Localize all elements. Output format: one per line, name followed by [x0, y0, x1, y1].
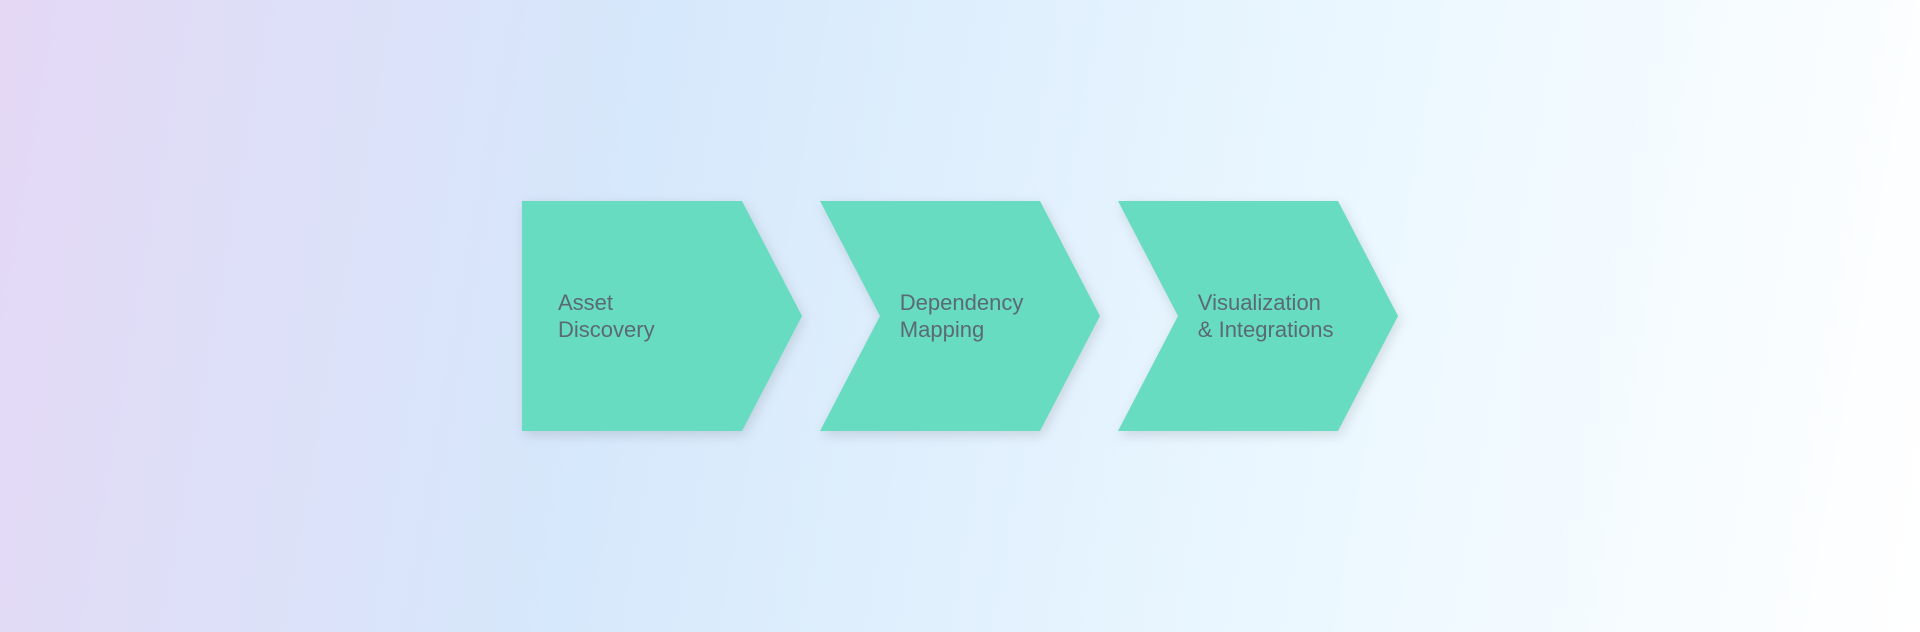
flow-step-visualization: Visualization & Integrations — [1118, 201, 1398, 431]
chevron-shape — [1118, 201, 1398, 431]
chevron-shape — [820, 201, 1100, 431]
diagram-canvas: Asset DiscoveryDependency MappingVisuali… — [0, 0, 1920, 632]
chevron-shape — [522, 201, 802, 431]
process-flow: Asset DiscoveryDependency MappingVisuali… — [522, 201, 1398, 431]
flow-step-asset-discovery: Asset Discovery — [522, 201, 802, 431]
flow-step-dependency-mapping: Dependency Mapping — [820, 201, 1100, 431]
